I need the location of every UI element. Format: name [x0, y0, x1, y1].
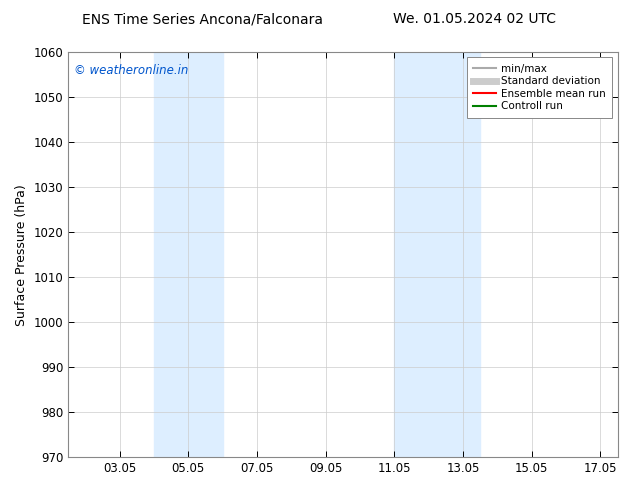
Text: © weatheronline.in: © weatheronline.in [74, 64, 188, 77]
Bar [394, 52, 480, 457]
Bar [154, 52, 223, 457]
Text: ENS Time Series Ancona/Falconara: ENS Time Series Ancona/Falconara [82, 12, 323, 26]
Legend: min/max, Standard deviation, Ensemble mean run, Controll run: min/max, Standard deviation, Ensemble me… [467, 57, 612, 118]
Y-axis label: Surface Pressure (hPa): Surface Pressure (hPa) [15, 184, 28, 325]
Text: We. 01.05.2024 02 UTC: We. 01.05.2024 02 UTC [393, 12, 556, 26]
